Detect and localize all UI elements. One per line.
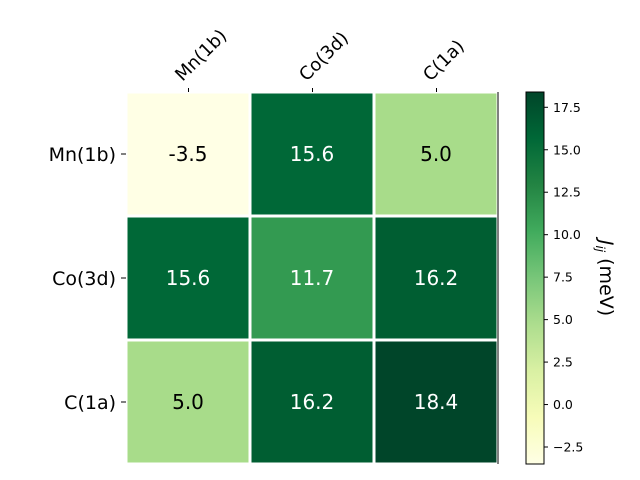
heatmap-cell	[127, 93, 249, 215]
cell-value-label: 11.7	[290, 266, 335, 290]
colorbar-label: Jij (meV)	[593, 236, 617, 316]
x-tick-label: Mn(1b)	[171, 26, 231, 86]
heatmap-cell	[251, 217, 373, 339]
colorbar-tick-label: −2.5	[553, 440, 583, 455]
cell-value-label: 5.0	[420, 142, 452, 166]
colorbar-tick-label: 0.0	[553, 397, 573, 412]
heatmap-cell	[251, 341, 373, 463]
colorbar-tick-label: 17.5	[553, 100, 581, 115]
heatmap-cell	[127, 217, 249, 339]
heatmap-cell	[127, 341, 249, 463]
colorbar-tick-label: 5.0	[553, 312, 573, 327]
y-tick-label: Mn(1b)	[49, 144, 116, 166]
cell-value-label: 15.6	[166, 266, 211, 290]
x-tick-label: C(1a)	[419, 36, 469, 86]
heatmap-cell	[375, 217, 497, 339]
colorbar	[525, 91, 545, 465]
heatmap-cell	[375, 93, 497, 215]
cell-value-label: 16.2	[414, 266, 459, 290]
cell-value-label: -3.5	[168, 142, 207, 166]
cell-value-label: 5.0	[172, 390, 204, 414]
y-tick-label: Co(3d)	[52, 268, 116, 290]
heatmap-cell	[251, 93, 373, 215]
cell-value-label: 16.2	[290, 390, 335, 414]
colorbar-tick-label: 15.0	[553, 142, 581, 157]
colorbar-tick-label: 10.0	[553, 227, 581, 242]
heatmap-cell	[375, 341, 497, 463]
x-tick-label: Co(3d)	[295, 28, 353, 86]
cell-value-label: 18.4	[414, 390, 459, 414]
colorbar-tick-label: 7.5	[553, 270, 573, 285]
y-tick-label: C(1a)	[64, 392, 116, 414]
colorbar-tick-label: 12.5	[553, 185, 581, 200]
cell-value-label: 15.6	[290, 142, 335, 166]
colorbar-tick-label: 2.5	[553, 355, 573, 370]
